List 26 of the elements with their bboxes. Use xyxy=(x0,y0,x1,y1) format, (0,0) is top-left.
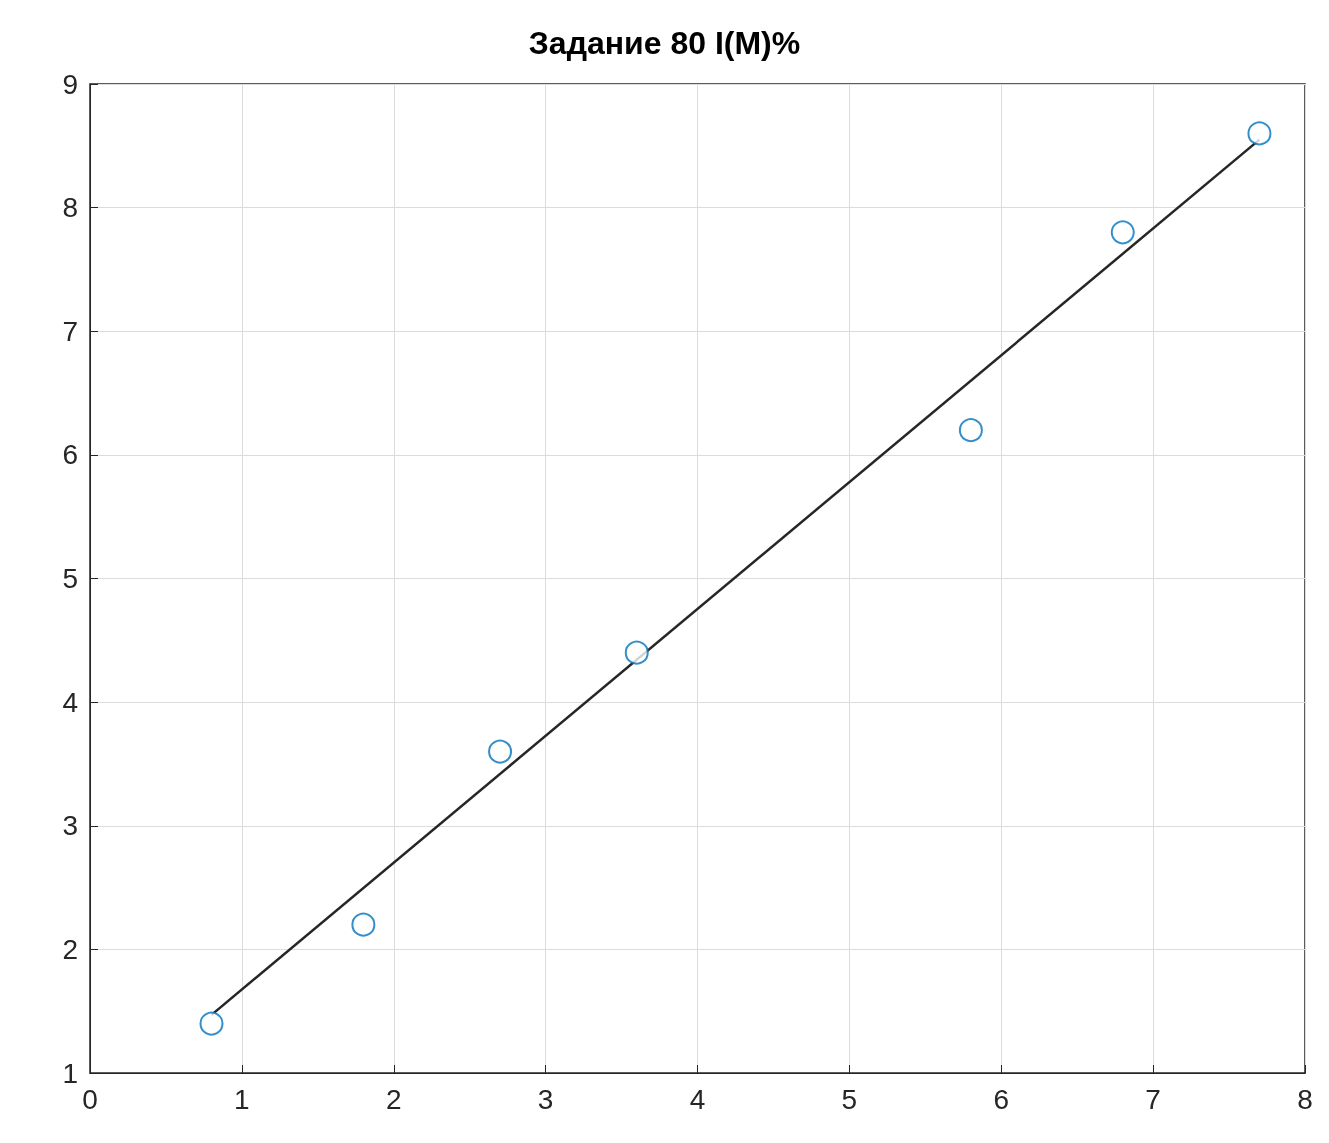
point xyxy=(351,912,376,937)
y-tick-label: 8 xyxy=(62,192,78,224)
y-tick-label: 1 xyxy=(62,1057,78,1089)
point xyxy=(199,1011,224,1036)
y-tick-label: 5 xyxy=(62,563,78,594)
point xyxy=(1247,121,1272,146)
x-tick-label: 5 xyxy=(841,1083,858,1115)
x-tick-label: 8 xyxy=(1297,1083,1313,1115)
x-tick-label: 7 xyxy=(1145,1083,1161,1115)
x-tick-label: 6 xyxy=(993,1083,1010,1115)
point xyxy=(488,739,513,764)
point xyxy=(1110,220,1135,245)
x-tick-label: 4 xyxy=(689,1083,706,1115)
y-tick-label: 9 xyxy=(62,68,78,100)
point xyxy=(958,418,983,443)
x-tick-label: 3 xyxy=(537,1083,554,1115)
y-tick-label: 7 xyxy=(62,315,78,347)
x-tick-label: 2 xyxy=(385,1083,402,1115)
y-tick-label: 4 xyxy=(62,686,78,718)
chart-title: Задание 80 I(M)% xyxy=(528,25,801,61)
y-tick-label: 6 xyxy=(62,439,78,471)
x-tick-label: 0 xyxy=(82,1083,98,1115)
y-tick-label: 2 xyxy=(62,933,78,965)
x-tick-label: 1 xyxy=(234,1083,250,1115)
point xyxy=(624,640,649,665)
y-tick-label: 3 xyxy=(62,810,78,842)
